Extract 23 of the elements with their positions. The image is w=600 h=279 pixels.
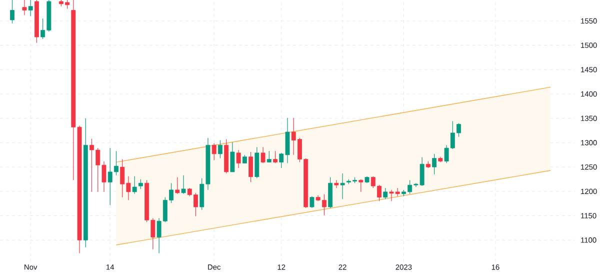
candlestick bbox=[22, 0, 27, 16]
candlestick bbox=[181, 175, 186, 194]
candlestick bbox=[10, 0, 14, 24]
candlestick bbox=[310, 196, 314, 208]
candlestick bbox=[230, 142, 235, 172]
candlestick bbox=[383, 188, 388, 200]
candlestick bbox=[340, 173, 345, 200]
candlestick bbox=[138, 178, 143, 190]
candlestick bbox=[273, 150, 278, 164]
candlestick bbox=[132, 176, 137, 194]
candlestick bbox=[236, 150, 241, 168]
candlestick bbox=[254, 146, 260, 179]
candlestick bbox=[175, 176, 180, 194]
candlestick bbox=[358, 178, 364, 192]
candlestick bbox=[432, 154, 437, 175]
candlestick bbox=[328, 176, 333, 208]
candlestick bbox=[334, 180, 339, 188]
candlestick bbox=[212, 142, 216, 161]
candlestick bbox=[28, 0, 33, 16]
candlestick bbox=[218, 140, 222, 159]
candlestick bbox=[248, 152, 254, 182]
candlestick bbox=[266, 150, 272, 162]
candlestick bbox=[260, 146, 266, 164]
